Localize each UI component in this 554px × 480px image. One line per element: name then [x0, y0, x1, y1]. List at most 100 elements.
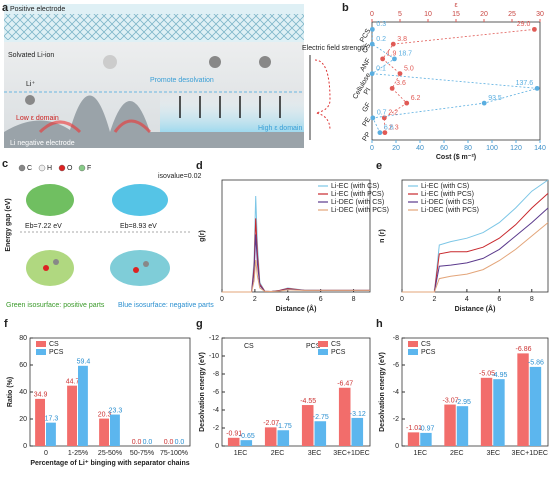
x-tick-label: 2EC — [271, 450, 285, 457]
series-line — [402, 222, 549, 293]
y-tick-label: -4 — [213, 407, 219, 414]
label: Eb=8.93 eV — [120, 223, 157, 230]
y-tick-label: Cellulose — [352, 72, 373, 101]
y-tick-label: 80 — [19, 335, 27, 342]
arrows — [179, 96, 281, 118]
x-tick-label: 25-50% — [98, 450, 122, 457]
x-tick-label: 6 — [319, 296, 323, 303]
panel-label: d — [196, 160, 203, 172]
value-label: 59.4 — [77, 359, 91, 366]
low-eps-glow — [38, 119, 152, 134]
annotation: PCS — [306, 343, 321, 350]
series-line — [222, 259, 370, 293]
value-label: 0.0 — [175, 439, 185, 446]
bar — [529, 366, 542, 446]
value-label: -6.86 — [516, 346, 532, 353]
value-label: 0.2 — [376, 36, 386, 43]
panel-label: h — [376, 318, 383, 330]
x2-tick-label: 20 — [480, 11, 488, 18]
atom-swatch — [78, 164, 86, 172]
x2-tick-label: 10 — [424, 11, 432, 18]
legend-label: PCS — [331, 349, 346, 356]
illustration: Positive electrode Solvated Li-ion Li⁺ L… — [2, 2, 367, 148]
field-curve — [314, 59, 331, 131]
y-tick-label: 0 — [23, 443, 27, 450]
x2-tick-label: 30 — [536, 11, 544, 18]
y-tick-label: PI — [363, 87, 372, 96]
label: Li⁺ — [26, 81, 35, 88]
y-tick-label: 60 — [19, 362, 27, 369]
y-axis-label: Desolvation energy (eV) — [199, 352, 206, 432]
value-label: -2.95 — [455, 399, 471, 406]
x-tick-label: 0 — [44, 450, 48, 457]
dot — [382, 130, 388, 136]
y-tick-label: -8 — [393, 335, 399, 342]
value-label: -5.86 — [528, 360, 544, 367]
legend-swatch — [36, 341, 46, 347]
value-label: -0.91 — [226, 431, 242, 438]
panel-label: e — [376, 160, 382, 172]
legend-swatch — [408, 341, 418, 347]
x-tick-label: 75-100% — [160, 450, 188, 457]
legend-swatch — [36, 349, 46, 355]
atom-swatch — [18, 164, 26, 172]
value-label: 34.9 — [34, 392, 48, 399]
solvated-ions — [25, 55, 271, 105]
x-tick-label: 2EC — [450, 450, 464, 457]
x-axis-label: Cost ($ m⁻²) — [436, 154, 476, 161]
plot-frame — [401, 179, 549, 293]
y-axis-label: Desolvation energy (eV) — [379, 352, 386, 432]
bar — [407, 432, 420, 446]
panel-label: g — [196, 318, 203, 330]
panel-label: a — [2, 2, 9, 14]
bar — [67, 385, 77, 446]
negative-electrode — [4, 95, 304, 148]
dot — [381, 115, 387, 121]
x-tick-label: 60 — [440, 145, 448, 152]
value-label: 2.2 — [388, 110, 398, 117]
series-line — [382, 28, 535, 133]
atom-label: F — [87, 165, 91, 172]
value-label: 44.7 — [66, 378, 80, 385]
value-label: 20.3 — [98, 411, 112, 418]
legend-label: Li-EC (with PCS) — [331, 191, 384, 198]
bar — [35, 398, 45, 446]
dot — [377, 130, 383, 136]
bar — [420, 432, 432, 446]
value-label: 0.3 — [376, 21, 386, 28]
x2-tick-label: 15 — [452, 11, 460, 18]
y-tick-label: -6 — [213, 389, 219, 396]
panel-label: b — [342, 2, 349, 14]
label: Li negative electrode — [10, 140, 75, 147]
bar — [110, 414, 120, 446]
value-label: 5.0 — [404, 65, 414, 72]
label: Promote desolvation — [150, 77, 214, 84]
x-tick-label: 80 — [464, 145, 472, 152]
legend-label: Li-DEC (with CS) — [331, 199, 384, 206]
x-tick-label: 40 — [416, 145, 424, 152]
value-label: -0.65 — [239, 433, 255, 440]
x-tick-label: 0 — [370, 145, 374, 152]
panel-label: f — [4, 318, 8, 330]
value-label: 0.7 — [377, 110, 387, 117]
value-label: -2.07 — [263, 420, 279, 427]
value-label: -4.95 — [491, 372, 507, 379]
bar — [301, 405, 314, 446]
dot — [369, 26, 375, 32]
dot — [380, 56, 386, 62]
value-label: 0.0 — [132, 439, 142, 446]
bar — [493, 379, 505, 446]
legend-label: Li-EC (with CS) — [331, 183, 379, 190]
label: isovalue=0.02 — [158, 173, 202, 180]
value-label: -1.01 — [406, 425, 422, 432]
dot — [369, 41, 375, 47]
bar — [99, 418, 109, 446]
y-tick-label: -6 — [393, 362, 399, 369]
value-label: 137.6 — [516, 80, 534, 87]
legend-label: PCS — [49, 349, 64, 356]
x-tick-label: 140 — [534, 145, 546, 152]
x-tick-label: 3EC — [486, 450, 500, 457]
bar — [456, 406, 469, 446]
x-tick-label: 1EC — [234, 450, 248, 457]
